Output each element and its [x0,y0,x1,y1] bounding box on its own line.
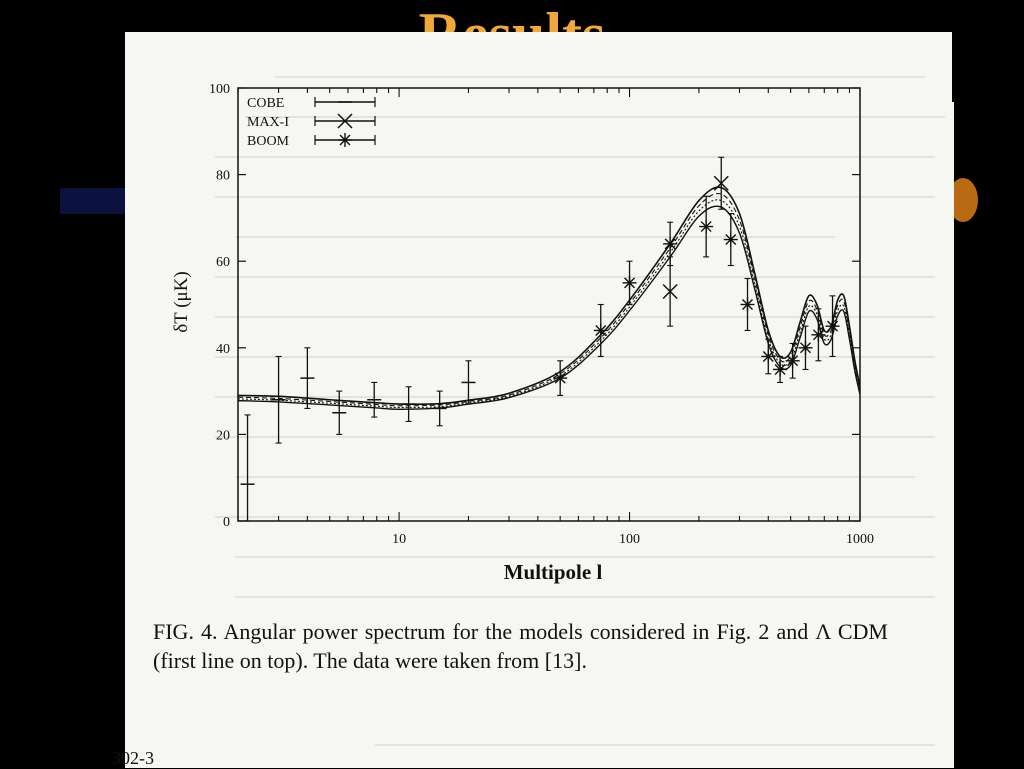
boom-point [553,360,568,396]
boom-marker [811,327,826,342]
marker-d2 [787,355,799,367]
x-tick-label: 1000 [846,532,874,547]
cobe-point [332,390,347,435]
max-i-marker [713,175,729,191]
max-i-point [713,156,729,210]
y-tick-label: 60 [216,255,230,270]
power-spectrum-chart: 0 20 40 60 80 100 10 100 1000 COBE MAX-I BOOM Mult… [171,82,874,584]
boom-point [773,355,788,383]
legend-label-max-i: MAX-I [247,115,289,130]
chart-axes: 0 20 40 60 80 100 10 100 1000 [209,82,874,547]
boom-marker [798,340,813,355]
marker-d2 [725,234,737,246]
marker-d2 [713,175,729,191]
boom-marker [740,297,755,312]
y-tick-label: 100 [209,82,230,97]
marker-d2 [742,299,754,310]
legend-label-cobe: COBE [247,96,284,111]
model-curve-3 [237,199,861,409]
boom-point [740,277,755,332]
model-curve-4 [237,205,861,410]
model-curve-1 [237,186,861,405]
marker-d2 [339,134,351,146]
marker-d2 [595,324,607,336]
cobe-point [240,414,255,522]
cobe-point [367,381,382,418]
data-points [240,156,840,522]
boom-point [798,325,813,371]
boom-marker [699,219,714,234]
marker-d2 [624,277,636,289]
legend-marker-boom [338,133,352,147]
boom-marker [553,371,568,386]
max-i-point [662,256,678,327]
figure-caption: FIG. 4. Angular power spectrum for the m… [153,619,888,673]
boom-point [663,221,678,267]
marker-d2 [554,372,566,384]
legend-marker-max-i [337,113,353,129]
boom-point [723,213,738,267]
boom-marker [761,349,776,364]
cobe-point [271,355,286,444]
marker-d2 [662,283,678,300]
faded-background-text [125,32,954,768]
marker-d2 [664,238,676,250]
y-tick-label: 20 [216,428,230,443]
y-tick-label: 40 [216,342,230,357]
boom-point [622,260,637,306]
boom-point [785,342,800,379]
boom-marker [663,236,678,251]
cobe-point [300,347,315,409]
boom-point [761,338,776,375]
boom-point [825,295,840,358]
boom-marker [785,353,800,368]
cobe-point [432,390,447,427]
y-tick-label: 0 [223,515,230,530]
boom-marker [825,319,840,334]
boom-point [699,195,714,258]
legend-label-boom: BOOM [247,134,290,149]
plot-frame [237,87,861,522]
y-axis-label: δT (μK) [171,271,192,333]
marker-d2 [812,329,824,341]
boom-marker [593,323,608,338]
x-axis-label: Multipole l [504,560,603,584]
marker-d2 [762,350,774,362]
marker-d2 [799,342,811,354]
model-curves [237,186,861,410]
boom-point [811,308,826,362]
boom-marker [723,232,738,247]
cobe-point [461,360,476,405]
boom-marker [622,275,637,290]
marker-d2 [827,320,839,332]
scanned-page: 0 20 40 60 80 100 10 100 1000 COBE MAX-I BOOM Mult… [125,32,954,768]
marker-d2 [700,221,712,233]
max-i-marker [662,283,678,300]
chart-legend: COBE MAX-I BOOM [247,96,376,149]
black-corner-notch [952,32,1024,102]
y-tick-label: 80 [216,169,230,184]
cobe-point [401,386,416,422]
marker-d2 [337,113,353,129]
page-footer: 302-3 [112,748,154,768]
marker-d2 [774,363,786,375]
boom-marker [773,362,788,377]
x-tick-label: 10 [392,532,406,547]
navy-decor-bar [60,188,130,214]
x-tick-label: 100 [619,532,640,547]
boom-point [593,303,608,358]
